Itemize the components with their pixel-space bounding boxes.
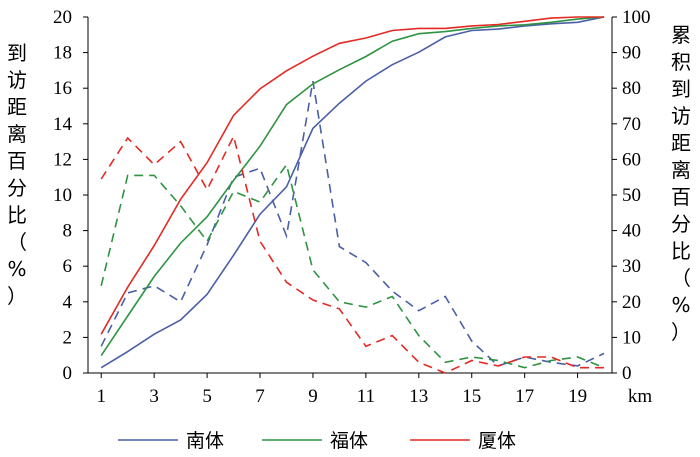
x-tick-label: 5: [202, 386, 212, 407]
legend-label: 南体: [186, 430, 224, 452]
y-right-tick-label: 50: [622, 185, 641, 206]
y-right-tick-label: 30: [622, 256, 641, 277]
y-axis-label-left: 到访距离百分比（%）: [7, 41, 27, 308]
x-tick-label: 19: [568, 386, 587, 407]
y-left-tick-label: 4: [63, 292, 73, 313]
legend-label: 福体: [330, 430, 368, 452]
x-tick-label: 9: [308, 386, 318, 407]
x-tick-label: 13: [409, 386, 428, 407]
legend: 南体 福体 厦体: [118, 430, 516, 452]
y-left-tick-label: 14: [53, 114, 73, 135]
x-tick-label: 15: [462, 386, 481, 407]
y-left-tick-label: 2: [63, 327, 73, 348]
series-line-cumulative: [100, 16, 605, 357]
x-tick-label: 11: [357, 386, 375, 407]
y-axis-label-right: 累积到访距离百分比（%）: [671, 23, 691, 344]
x-tick-label: 1: [96, 386, 106, 407]
y-left-tick-label: 18: [53, 43, 72, 64]
x-tick-label: 17: [515, 386, 534, 407]
x-tick-label: 3: [149, 386, 159, 407]
axes: [83, 16, 617, 378]
series-line-cumulative: [100, 16, 605, 335]
tick-labels: 0 2 4 6 8 10 12 14 16 18 20 0 10 20 30 40 50 60 70 80 90 100 1…: [53, 7, 652, 407]
y-left-tick-label: 20: [53, 7, 72, 28]
x-unit-label: km: [628, 386, 653, 407]
series-line-cumulative: [100, 16, 605, 369]
y-right-tick-label: 0: [622, 363, 632, 384]
series-line-percent: [100, 80, 605, 367]
series-line-percent: [100, 162, 605, 369]
y-right-tick-label: 80: [622, 78, 641, 99]
x-tick-label: 7: [255, 386, 265, 407]
y-left-tick-label: 12: [53, 149, 72, 170]
y-left-tick-label: 16: [53, 78, 72, 99]
y-left-tick-label: 0: [63, 363, 73, 384]
y-left-tick-label: 6: [63, 256, 73, 277]
y-right-tick-label: 90: [622, 43, 641, 64]
series-lines: [100, 16, 605, 374]
y-left-tick-label: 10: [53, 185, 72, 206]
y-right-tick-label: 20: [622, 292, 641, 313]
legend-label: 厦体: [478, 430, 516, 452]
y-right-tick-label: 100: [622, 7, 651, 28]
y-left-tick-label: 8: [63, 221, 73, 242]
y-right-tick-label: 60: [622, 149, 641, 170]
y-right-tick-label: 10: [622, 327, 641, 348]
y-right-tick-label: 40: [622, 221, 641, 242]
y-right-tick-label: 70: [622, 114, 641, 135]
